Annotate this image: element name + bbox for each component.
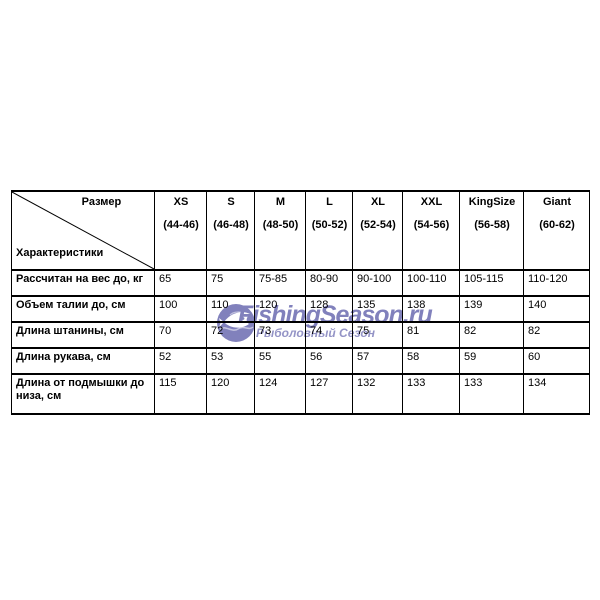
row-label: Длина от подмышки до низа, см [11, 373, 155, 415]
row-label: Рассчитан на вес до, кг [11, 269, 155, 297]
size-range-label: (54-56) [413, 219, 450, 231]
size-label: L [326, 196, 333, 208]
size-column-header: M (48-50) [254, 190, 306, 271]
columns-axis-label: Размер [81, 196, 122, 208]
size-column-header: XXL (54-56) [402, 190, 460, 271]
value-cell: 128 [305, 295, 353, 323]
size-range-label: (46-48) [213, 219, 249, 231]
value-cell: 60 [523, 347, 590, 375]
value-cell: 73 [254, 321, 306, 349]
value-cell: 80-90 [305, 269, 353, 297]
value-cell: 127 [305, 373, 353, 415]
corner-cell: Размер Характеристики [11, 190, 155, 271]
size-table: Размер Характеристики XS (44-46) S (46-48) M… [11, 190, 590, 415]
value-cell: 75 [352, 321, 403, 349]
size-label: Giant [542, 196, 572, 208]
row-label: Длина штанины, см [11, 321, 155, 349]
value-cell: 115 [154, 373, 207, 415]
value-cell: 75-85 [254, 269, 306, 297]
value-cell: 100 [154, 295, 207, 323]
size-range-label: (52-54) [360, 219, 396, 231]
size-column-header: S (46-48) [206, 190, 255, 271]
size-range-label: (44-46) [163, 219, 199, 231]
row-label: Объем талии до, см [11, 295, 155, 323]
table-row: Объем талии до, см 100 110 120 128 135 138 139 1… [11, 295, 590, 323]
value-cell: 58 [402, 347, 460, 375]
size-label: KingSize [468, 196, 516, 208]
value-cell: 52 [154, 347, 207, 375]
size-label: M [275, 196, 286, 208]
table-row: Рассчитан на вес до, кг 65 75 75-85 80-90 90-… [11, 269, 590, 297]
value-cell: 90-100 [352, 269, 403, 297]
value-cell: 72 [206, 321, 255, 349]
size-label: XS [173, 196, 189, 208]
value-cell: 75 [206, 269, 255, 297]
table-row: Длина от подмышки до низа, см 115 120 124 12… [11, 373, 590, 415]
size-column-header: Giant (60-62) [523, 190, 590, 271]
value-cell: 120 [206, 373, 255, 415]
value-cell: 139 [459, 295, 524, 323]
table-row: Длина штанины, см 70 72 73 74 75 81 82 82 [11, 321, 590, 349]
value-cell: 120 [254, 295, 306, 323]
value-cell: 124 [254, 373, 306, 415]
size-label: XXL [420, 196, 443, 208]
row-label: Длина рукава, см [11, 347, 155, 375]
value-cell: 110 [206, 295, 255, 323]
rows-axis-label: Характеристики [16, 247, 104, 259]
value-cell: 138 [402, 295, 460, 323]
value-cell: 56 [305, 347, 353, 375]
size-range-label: (50-52) [311, 219, 348, 231]
value-cell: 74 [305, 321, 353, 349]
value-cell: 140 [523, 295, 590, 323]
value-cell: 133 [402, 373, 460, 415]
size-column-header: XS (44-46) [154, 190, 207, 271]
value-cell: 110-120 [523, 269, 590, 297]
value-cell: 82 [459, 321, 524, 349]
table-row: Длина рукава, см 52 53 55 56 57 58 59 60 [11, 347, 590, 375]
value-cell: 100-110 [402, 269, 460, 297]
value-cell: 59 [459, 347, 524, 375]
size-column-header: KingSize (56-58) [459, 190, 524, 271]
value-cell: 105-115 [459, 269, 524, 297]
table-body: Рассчитан на вес до, кг 65 75 75-85 80-90 90-… [11, 269, 590, 415]
value-cell: 55 [254, 347, 306, 375]
size-range-label: (56-58) [474, 219, 510, 231]
diagonal-divider-line [12, 192, 154, 269]
value-cell: 65 [154, 269, 207, 297]
header-row: Размер Характеристики XS (44-46) S (46-48) M… [11, 190, 590, 271]
value-cell: 134 [523, 373, 590, 415]
value-cell: 53 [206, 347, 255, 375]
size-column-header: XL (52-54) [352, 190, 403, 271]
value-cell: 70 [154, 321, 207, 349]
size-range-label: (48-50) [262, 219, 299, 231]
size-range-label: (60-62) [539, 219, 575, 231]
value-cell: 132 [352, 373, 403, 415]
value-cell: 133 [459, 373, 524, 415]
value-cell: 57 [352, 347, 403, 375]
value-cell: 135 [352, 295, 403, 323]
size-column-header: L (50-52) [305, 190, 353, 271]
size-label: S [227, 196, 235, 208]
value-cell: 81 [402, 321, 460, 349]
value-cell: 82 [523, 321, 590, 349]
size-label: XL [370, 196, 386, 208]
